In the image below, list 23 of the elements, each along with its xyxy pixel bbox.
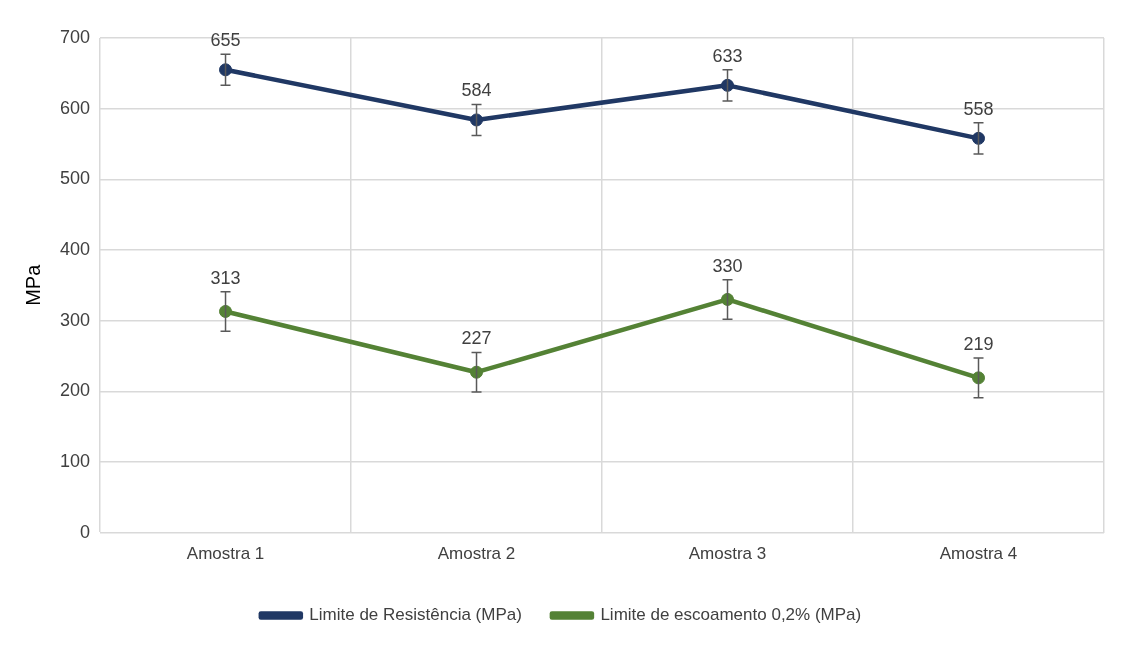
y-tick-label: 600 (59, 97, 91, 118)
x-tick-label: Amostra 4 (939, 544, 1018, 564)
data-label: 655 (210, 30, 241, 51)
y-tick-label: 100 (59, 450, 91, 471)
x-tick-label: Amostra 2 (437, 544, 516, 564)
data-label: 313 (210, 267, 241, 288)
data-label: 330 (712, 255, 743, 276)
y-tick-label: 300 (59, 309, 91, 330)
data-label: 584 (461, 80, 492, 101)
y-axis-title: MPa (21, 263, 44, 306)
y-tick-label: 500 (59, 168, 91, 189)
data-label: 633 (712, 45, 743, 66)
y-tick-label: 0 (80, 521, 91, 542)
y-tick-label: 700 (59, 26, 91, 47)
y-tick-label: 400 (59, 238, 91, 259)
y-tick-label: 200 (59, 380, 91, 401)
legend-label: Limite de Resistência (MPa) (309, 605, 522, 625)
data-label: 558 (963, 98, 994, 119)
data-label: 227 (461, 328, 492, 349)
x-tick-label: Amostra 3 (688, 544, 767, 564)
legend-label: Limite de escoamento 0,2% (MPa) (600, 605, 862, 625)
data-label: 219 (963, 334, 994, 355)
x-tick-label: Amostra 1 (186, 544, 265, 564)
